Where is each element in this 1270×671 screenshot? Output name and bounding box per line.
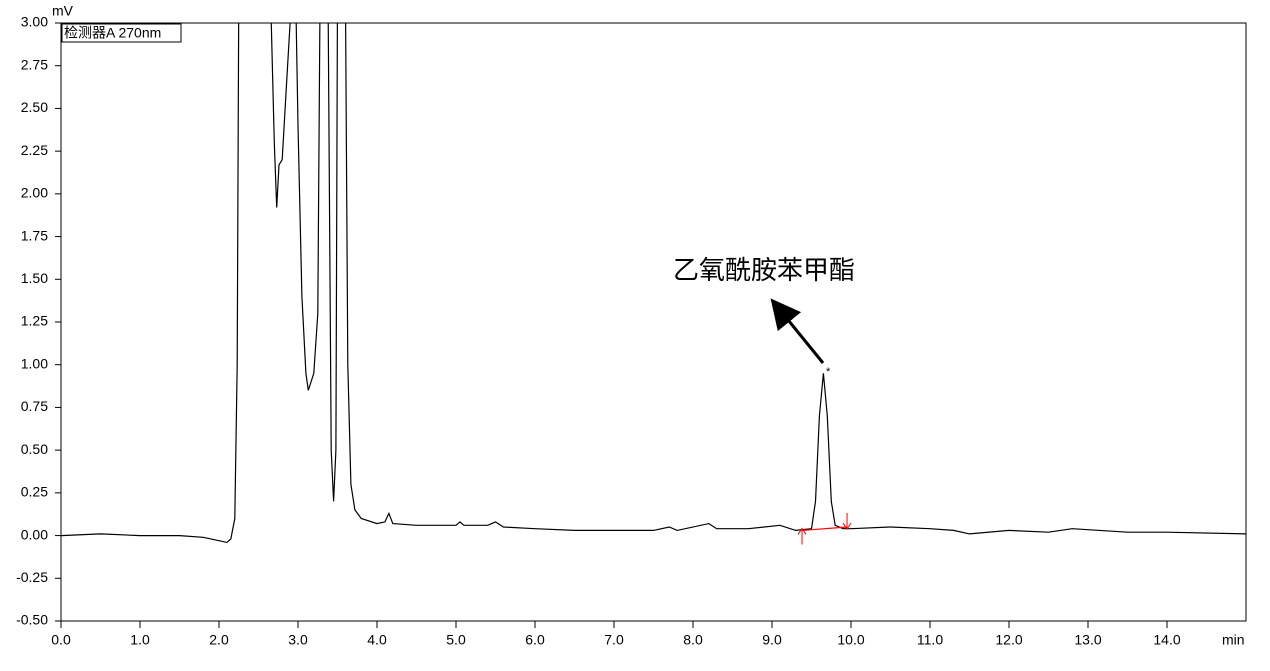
- y-tick-label: 1.75: [21, 227, 48, 243]
- x-tick-label: 4.0: [367, 632, 387, 648]
- y-tick-label: 2.75: [21, 56, 48, 72]
- legend-box: [61, 23, 182, 43]
- y-tick-label: 0.00: [21, 526, 48, 542]
- y-tick-label: 0.25: [21, 484, 48, 500]
- y-tick-label: 1.25: [21, 313, 48, 329]
- x-tick-label: 0.0: [51, 632, 71, 648]
- baseline-end-arrow: [842, 513, 852, 530]
- trace: [61, 23, 1246, 544]
- y-tick-label: 3.00: [21, 14, 48, 30]
- y-tick-label: 2.00: [21, 185, 48, 201]
- annotation-arrow: [770, 298, 825, 364]
- x-tick-label: 5.0: [446, 632, 466, 648]
- x-axis-label: min: [1222, 632, 1245, 648]
- annotation: 乙氧酰胺苯甲酯: [673, 256, 855, 286]
- x-tick-label: 2.0: [209, 632, 229, 648]
- y-tick-label: 1.00: [21, 355, 48, 371]
- peak-marker: *: [826, 366, 831, 378]
- integration-baseline: [801, 526, 848, 532]
- x-tick-label: 8.0: [683, 632, 703, 648]
- x-tick-label: 13.0: [1074, 632, 1101, 648]
- y-tick-label: 2.50: [21, 99, 48, 115]
- x-tick-label: 10.0: [837, 632, 864, 648]
- x-tick-label: 9.0: [762, 632, 782, 648]
- baseline-start-arrow: [797, 527, 807, 545]
- x-tick-label: 1.0: [130, 632, 150, 648]
- y-tick-label: 2.25: [21, 142, 48, 158]
- x-tick-label: 12.0: [995, 632, 1022, 648]
- y-tick-label: -0.50: [16, 612, 48, 628]
- x-tick-label: 3.0: [288, 632, 308, 648]
- x-tick-label: 6.0: [525, 632, 545, 648]
- x-tick-label: 14.0: [1153, 632, 1180, 648]
- y-tick-label: 0.75: [21, 398, 48, 414]
- x-tick-label: 11.0: [917, 632, 943, 648]
- y-axis-label: mV: [52, 3, 74, 19]
- y-tick-label: 0.50: [21, 441, 48, 457]
- legend-text: 检测器A 270nm: [64, 25, 161, 41]
- y-tick-label: -0.25: [16, 569, 48, 585]
- x-tick-label: 7.0: [604, 632, 624, 648]
- y-tick-label: 1.50: [21, 270, 48, 286]
